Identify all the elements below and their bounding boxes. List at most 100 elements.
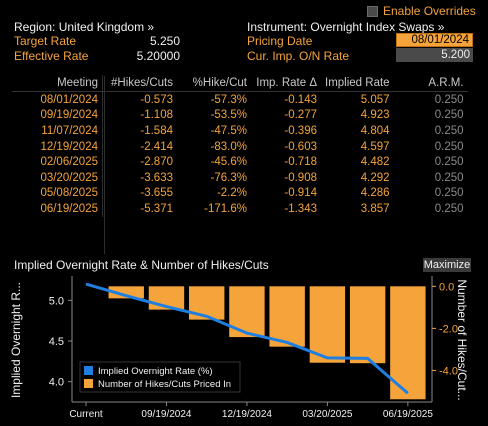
table-row[interactable]: 12/19/2024 -2.414 -83.0% -0.603 4.597 0.250 <box>12 138 468 155</box>
cell-imp-rate-delta: -1.343 <box>284 202 317 215</box>
chart-area: 5.0 4.5 4.0 0.0 -2.0 -4.0 Current 09/19/2024 12/… <box>49 276 458 420</box>
cell-arm: 0.250 <box>434 202 464 215</box>
meetings-table: Meeting #Hikes/Cuts %Hike/Cut Imp. Rate … <box>12 75 468 217</box>
left-tick-label: 4.0 <box>49 377 64 389</box>
cell-hikes-cuts: -3.655 <box>140 187 173 200</box>
cell-imp-rate-delta: -0.277 <box>284 109 317 122</box>
legend-rate-swatch <box>84 366 93 375</box>
cell-implied-rate: 4.923 <box>360 109 390 122</box>
cell-implied-rate: 3.857 <box>360 202 390 215</box>
target-rate-label: Target Rate <box>14 34 77 48</box>
cur-imp-rate-label: Cur. Imp. O/N Rate <box>247 49 350 63</box>
effective-rate-value: 5.20000 <box>136 49 180 63</box>
cell-pct-hike-cut: -76.3% <box>210 171 247 184</box>
instrument-selector[interactable]: Instrument: Overnight Index Swaps » <box>247 20 445 34</box>
cell-arm: 0.250 <box>434 156 464 169</box>
col-hikes-cuts[interactable]: #Hikes/Cuts <box>102 75 177 92</box>
cell-hikes-cuts: -0.573 <box>140 93 173 106</box>
enable-overrides-label: Enable Overrides <box>383 4 476 18</box>
cell-meeting: 06/19/2025 <box>12 201 103 217</box>
pricing-date-input[interactable]: 08/01/2024 <box>396 33 473 47</box>
right-tick-label: -4.0 <box>439 365 458 377</box>
col-arm[interactable]: A.R.M. <box>393 75 468 92</box>
cell-imp-rate-delta: -0.603 <box>284 140 317 153</box>
pricing-date-label: Pricing Date <box>247 34 313 48</box>
legend-hikes-label: Number of Hikes/Cuts Priced In <box>98 379 231 390</box>
x-tick-label: 09/19/2024 <box>141 409 191 420</box>
bar-mark <box>269 286 305 347</box>
cell-hikes-cuts: -5.371 <box>140 202 173 215</box>
cell-implied-rate: 4.482 <box>360 156 390 169</box>
cell-arm: 0.250 <box>434 171 464 184</box>
cell-arm: 0.250 <box>434 93 464 106</box>
region-selector[interactable]: Region: United Kingdom » <box>14 20 155 34</box>
cell-hikes-cuts: -2.870 <box>140 156 173 169</box>
cell-meeting: 05/08/2025 <box>12 185 103 202</box>
enable-overrides-checkbox[interactable] <box>367 6 378 17</box>
top-bar: Enable Overrides <box>0 0 488 20</box>
cell-hikes-cuts: -1.584 <box>140 124 173 137</box>
col-imp-rate-delta[interactable]: Imp. Rate Δ <box>251 75 321 92</box>
legend-hikes-swatch <box>84 379 93 388</box>
left-tick-label: 5.0 <box>49 295 64 307</box>
cell-meeting: 02/06/2025 <box>12 154 103 170</box>
col-implied-rate[interactable]: Implied Rate <box>321 75 394 92</box>
cell-meeting: 03/20/2025 <box>12 169 103 186</box>
cell-imp-rate-delta: -0.143 <box>284 93 317 106</box>
table-row[interactable]: 09/19/2024 -1.108 -53.5% -0.277 4.923 0.250 <box>12 107 468 124</box>
effective-rate-label: Effective Rate <box>14 49 89 63</box>
cell-meeting: 11/07/2024 <box>12 123 103 139</box>
cell-imp-rate-delta: -0.396 <box>284 124 317 137</box>
x-tick-label: 06/19/2025 <box>383 409 433 420</box>
right-tick-label: 0.0 <box>439 281 454 293</box>
legend-rate-label: Implied Overnight Rate (%) <box>98 366 213 377</box>
cell-implied-rate: 4.286 <box>360 187 390 200</box>
cell-arm: 0.250 <box>434 187 464 200</box>
bar-mark <box>349 286 386 364</box>
cell-arm: 0.250 <box>434 124 464 137</box>
cell-meeting: 12/19/2024 <box>12 138 103 155</box>
rate-line <box>85 282 409 395</box>
table-row[interactable]: 03/20/2025 -3.633 -76.3% -0.908 4.292 0.250 <box>12 169 468 186</box>
x-tick-label: 12/19/2024 <box>222 409 272 420</box>
legend-box <box>79 361 241 393</box>
bar-mark <box>309 286 346 363</box>
cell-hikes-cuts: -3.633 <box>140 171 173 184</box>
cell-pct-hike-cut: -53.5% <box>210 109 247 122</box>
cell-hikes-cuts: -1.108 <box>140 109 173 122</box>
table-row[interactable]: 05/08/2025 -3.655 -2.2% -0.914 4.286 0.250 <box>12 185 468 202</box>
cell-pct-hike-cut: -45.6% <box>210 156 247 169</box>
cell-pct-hike-cut: -2.2% <box>216 187 247 200</box>
maximize-button[interactable]: Maximize <box>423 258 471 272</box>
x-tick-label: 03/20/2025 <box>302 409 352 420</box>
cell-arm: 0.250 <box>434 140 464 153</box>
cell-meeting: 08/01/2024 <box>12 91 103 108</box>
cell-implied-rate: 5.057 <box>360 93 390 106</box>
cell-pct-hike-cut: -83.0% <box>210 140 247 153</box>
cell-pct-hike-cut: -57.3% <box>210 93 247 106</box>
cell-implied-rate: 4.292 <box>360 171 390 184</box>
table-row[interactable]: 06/19/2025 -5.371 -171.6% -1.343 3.857 0.250 <box>12 201 468 217</box>
table-row[interactable]: 08/01/2024 -0.573 -57.3% -0.143 5.057 0.250 <box>12 91 468 108</box>
table-row[interactable]: 11/07/2024 -1.584 -47.5% -0.396 4.804 0.250 <box>12 123 468 139</box>
cell-imp-rate-delta: -0.914 <box>284 187 317 200</box>
cell-meeting: 09/19/2024 <box>12 107 103 124</box>
cell-implied-rate: 4.804 <box>360 124 390 137</box>
cur-imp-rate-value: 5.200 <box>396 48 473 62</box>
left-tick-label: 4.5 <box>49 336 64 348</box>
chart-title: Implied Overnight Rate & Number of Hikes… <box>14 258 269 272</box>
bar-mark <box>108 286 144 299</box>
bar-mark <box>390 286 426 400</box>
x-tick-label: Current <box>69 409 103 420</box>
cell-imp-rate-delta: -0.718 <box>284 156 317 169</box>
col-meeting[interactable]: Meeting <box>12 75 103 92</box>
cell-hikes-cuts: -2.414 <box>140 140 173 153</box>
cell-arm: 0.250 <box>434 109 464 122</box>
table-header-row: Meeting #Hikes/Cuts %Hike/Cut Imp. Rate … <box>12 75 468 92</box>
cell-pct-hike-cut: -47.5% <box>210 124 247 137</box>
target-rate-value: 5.250 <box>149 34 180 48</box>
col-pct-hike-cut[interactable]: %Hike/Cut <box>177 75 251 92</box>
cell-pct-hike-cut: -171.6% <box>204 202 247 215</box>
table-row[interactable]: 02/06/2025 -2.870 -45.6% -0.718 4.482 0.250 <box>12 154 468 170</box>
cell-imp-rate-delta: -0.908 <box>284 171 317 184</box>
